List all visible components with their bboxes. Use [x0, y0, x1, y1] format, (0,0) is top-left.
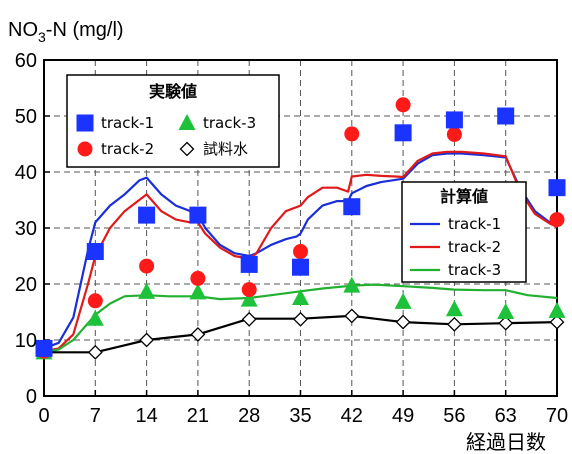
legend-marker-track-1 — [76, 114, 94, 132]
y-tick-label: 30 — [15, 218, 37, 240]
point-試料水 — [446, 316, 462, 332]
legend-calc-box — [401, 181, 527, 283]
point-track-3 — [292, 289, 309, 305]
point-試料水 — [139, 332, 155, 348]
point-試料水 — [241, 311, 257, 327]
point-track-1 — [548, 179, 566, 197]
y-tick-label: 50 — [15, 106, 37, 128]
x-tick-label: 70 — [546, 405, 568, 427]
legend-label-試料水: 試料水 — [203, 140, 248, 158]
legend-marker-track-3 — [178, 114, 196, 130]
x-tick-label: 49 — [392, 405, 414, 427]
legend-measured-title: 実験値 — [149, 82, 197, 101]
point-track-1 — [35, 339, 53, 357]
x-tick-label: 7 — [90, 405, 101, 427]
legend-calc-label-track-1: track-1 — [448, 215, 501, 233]
measured-points — [35, 97, 566, 360]
point-track-2 — [293, 244, 308, 260]
y-tick-label: 10 — [15, 330, 37, 352]
point-track-3 — [189, 283, 207, 300]
point-track-2 — [190, 270, 206, 286]
legend-measured: 実験値 track-1 track-3 track-2 試料水 — [66, 74, 280, 168]
y-tick-label: 60 — [15, 50, 37, 72]
y-tick-label: 40 — [15, 162, 37, 184]
legend-calc-label-track-2: track-2 — [448, 238, 501, 256]
legend-marker-track-2 — [77, 141, 93, 157]
x-axis-label: 経過日数 — [466, 431, 546, 454]
calc-line-track-1 — [43, 152, 558, 350]
point-track-2 — [344, 126, 360, 142]
point-track-1 — [343, 198, 361, 216]
x-tick-label: 28 — [238, 405, 260, 427]
point-試料水 — [395, 314, 411, 330]
point-試料水 — [293, 311, 308, 327]
legend-label-track-3: track-3 — [203, 114, 256, 132]
point-track-2 — [87, 293, 103, 309]
legend-label-track-2: track-2 — [101, 140, 154, 158]
point-試料水 — [344, 308, 360, 324]
point-track-1 — [445, 111, 463, 129]
point-track-1 — [138, 206, 156, 224]
x-tick-label: 0 — [38, 405, 49, 427]
legend-measured-box — [66, 74, 280, 168]
legend-marker-試料水 — [179, 141, 195, 157]
point-track-1 — [86, 243, 104, 261]
point-track-3 — [445, 300, 463, 317]
x-tick-label: 42 — [341, 405, 363, 427]
point-試料水 — [190, 326, 206, 342]
point-track-3 — [497, 303, 515, 319]
axes — [43, 59, 558, 397]
point-track-3 — [138, 282, 156, 299]
y-axis-label: NO3-N (mg/l) — [8, 19, 124, 45]
tick-labels: 0 7 14 21 28 35 42 49 56 63 70 0 10 20 30 40 50 60 — [15, 50, 568, 427]
x-tick-label: 35 — [289, 405, 311, 427]
legend-calculated: 計算値 track-1 track-2 track-3 — [401, 181, 527, 283]
point-track-3 — [394, 292, 412, 309]
point-track-2 — [395, 97, 411, 113]
x-tick-label: 14 — [135, 405, 157, 427]
point-track-2 — [446, 126, 462, 142]
y-tick-label: 0 — [26, 386, 37, 408]
point-track-1 — [240, 255, 258, 273]
point-track-3 — [343, 276, 361, 293]
point-track-2 — [549, 212, 565, 228]
point-track-3 — [548, 301, 566, 318]
x-tick-label: 56 — [443, 405, 465, 427]
point-track-3 — [86, 309, 104, 326]
legend-calc-title: 計算値 — [440, 187, 488, 206]
point-試料水 — [549, 314, 565, 330]
point-track-3 — [240, 290, 258, 307]
y-tick-label: 20 — [15, 274, 37, 296]
point-track-2 — [139, 258, 155, 274]
calc-line-track-2 — [43, 150, 558, 353]
point-track-1 — [292, 258, 309, 276]
point-試料水 — [87, 344, 103, 360]
point-試料水 — [498, 315, 514, 331]
point-track-1 — [497, 107, 515, 125]
point-track-1 — [394, 124, 412, 142]
x-tick-label: 21 — [187, 405, 209, 427]
legend-calc-label-track-3: track-3 — [448, 261, 501, 279]
x-tick-label: 63 — [495, 405, 517, 427]
point-track-2 — [241, 282, 257, 298]
point-track-1 — [189, 206, 207, 224]
legend-label-track-1: track-1 — [101, 114, 154, 132]
